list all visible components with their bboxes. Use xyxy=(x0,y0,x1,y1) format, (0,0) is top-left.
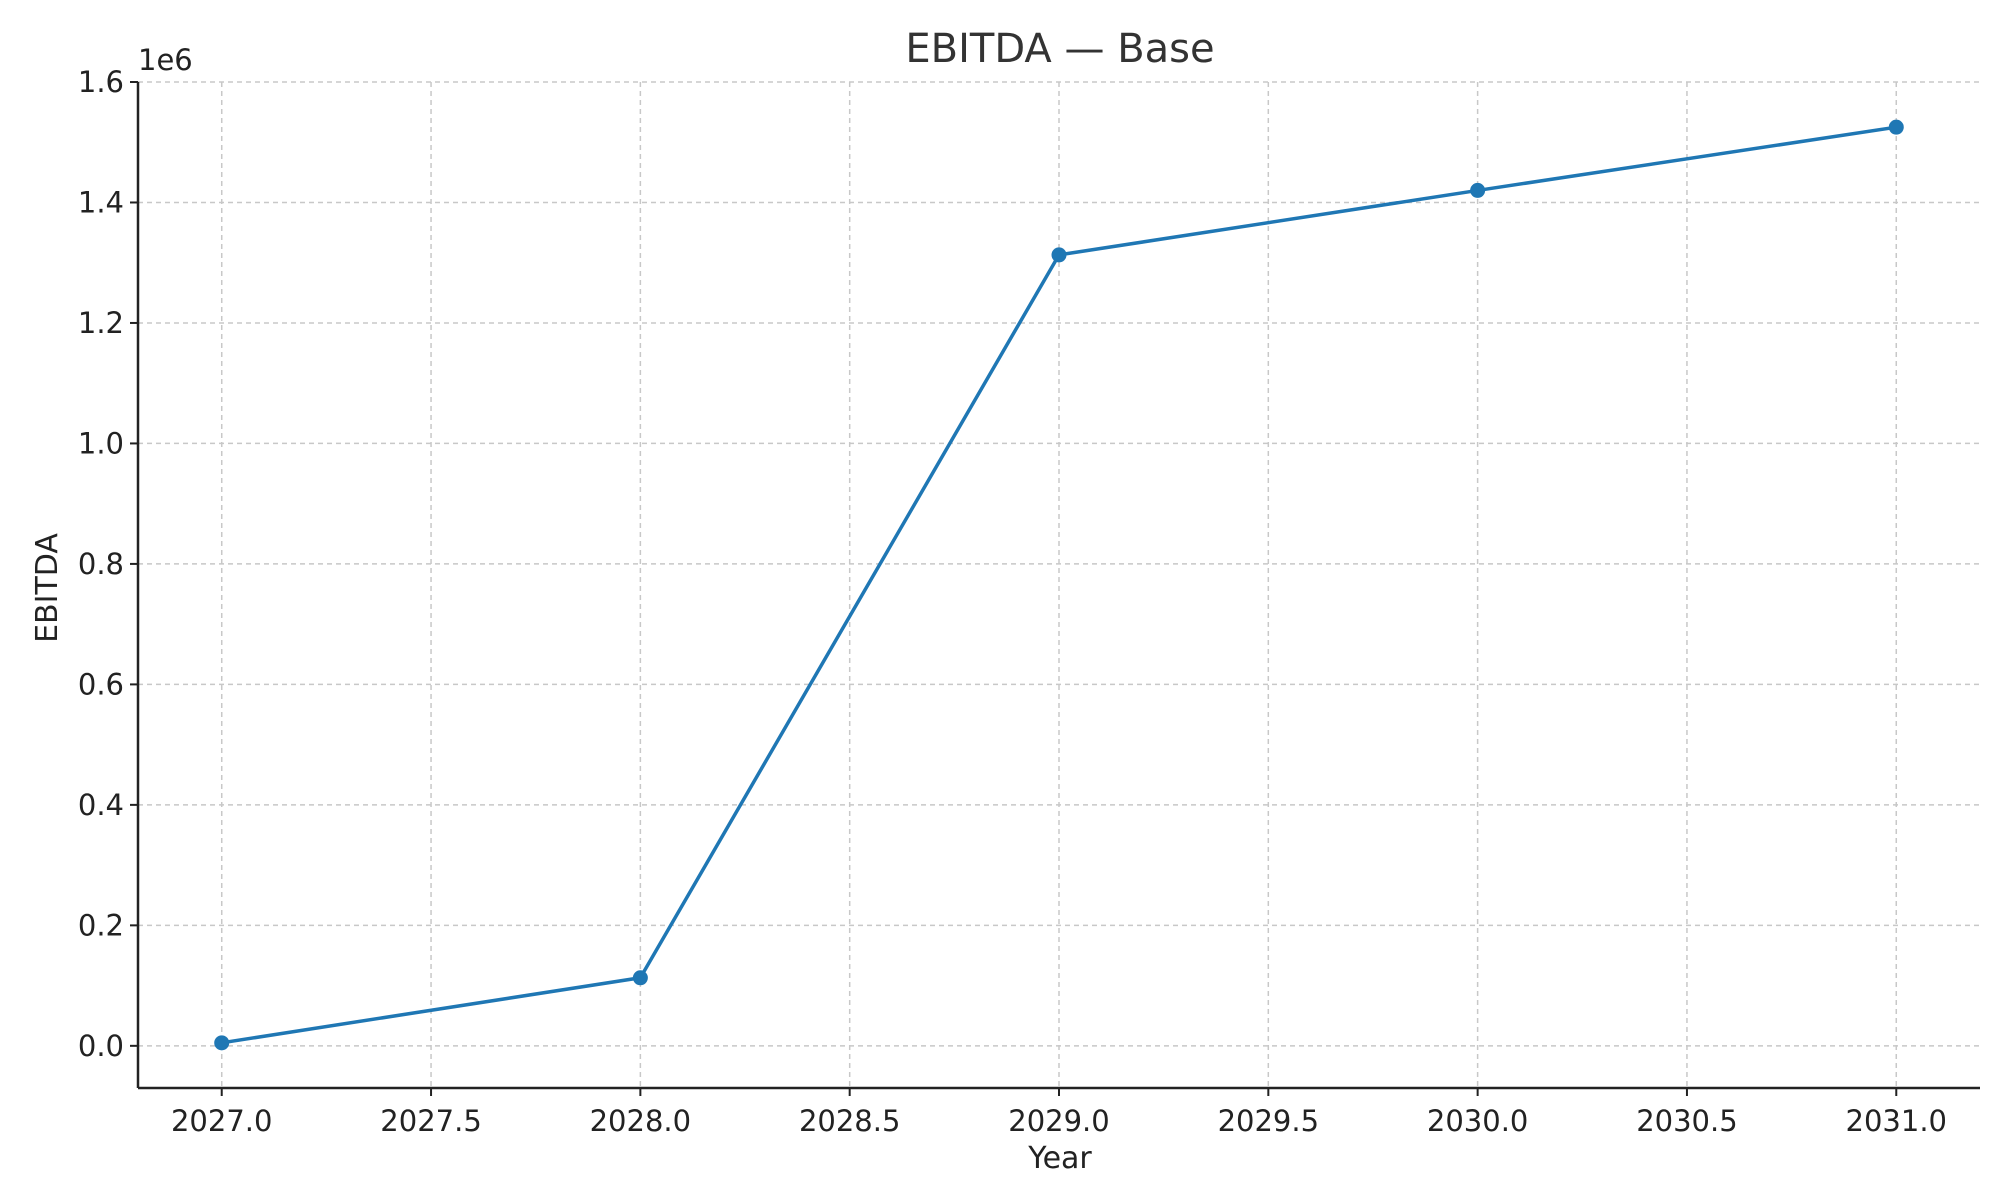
x-tick-label: 2030.5 xyxy=(1636,1104,1737,1138)
data-point-marker xyxy=(1470,182,1486,198)
y-axis-label: EBITDA xyxy=(30,533,65,643)
data-point-marker xyxy=(1888,119,1904,135)
y-tick-label: 1.4 xyxy=(78,185,124,219)
x-tick-label: 2030.0 xyxy=(1427,1104,1528,1138)
x-tick-label: 2031.0 xyxy=(1846,1104,1947,1138)
y-tick-label: 0.0 xyxy=(78,1029,124,1063)
y-tick-label: 0.4 xyxy=(78,788,124,822)
x-tick-label: 2027.5 xyxy=(380,1104,481,1138)
y-tick-label: 0.6 xyxy=(78,667,124,701)
x-tick-label: 2029.0 xyxy=(1008,1104,1109,1138)
y-tick-label: 1.6 xyxy=(78,65,124,99)
y-axis-offset-label: 1e6 xyxy=(138,43,193,77)
x-tick-label: 2027.0 xyxy=(171,1104,272,1138)
ticks: 2027.0 2027.5 2028.0 2028.5 2029.0 2029.5 2030… xyxy=(78,65,1947,1138)
y-tick-label: 1.2 xyxy=(78,306,124,340)
x-tick-label: 2029.5 xyxy=(1218,1104,1319,1138)
y-tick-label: 1.0 xyxy=(78,426,124,460)
x-axis-label: Year xyxy=(1027,1141,1092,1176)
chart-title: EBITDA — Base xyxy=(905,26,1214,72)
x-tick-label: 2028.0 xyxy=(590,1104,691,1138)
data-point-marker xyxy=(214,1035,230,1051)
y-tick-label: 0.2 xyxy=(78,908,124,942)
y-tick-label: 0.8 xyxy=(78,547,124,581)
series xyxy=(214,119,1904,1051)
data-point-marker xyxy=(632,970,648,986)
grid xyxy=(138,81,1980,1088)
data-point-marker xyxy=(1051,247,1067,263)
x-tick-label: 2028.5 xyxy=(799,1104,900,1138)
